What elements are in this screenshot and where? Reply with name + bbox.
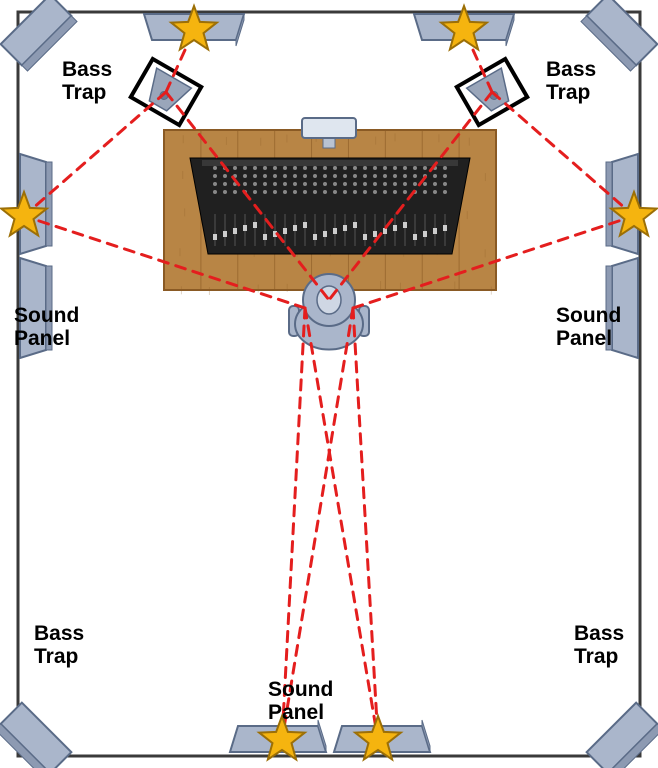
label-sound-panel-r: Sound Panel: [556, 304, 621, 350]
label-bass-trap-br: Bass Trap: [574, 622, 624, 668]
diagram-svg: [0, 0, 658, 768]
label-bass-trap-tl: Bass Trap: [62, 58, 112, 104]
studio-room-diagram: Bass Trap Bass Trap Bass Trap Bass Trap …: [0, 0, 658, 768]
label-sound-panel-l: Sound Panel: [14, 304, 79, 350]
label-bass-trap-bl: Bass Trap: [34, 622, 84, 668]
label-bass-trap-tr: Bass Trap: [546, 58, 596, 104]
label-sound-panel-b: Sound Panel: [268, 678, 333, 724]
